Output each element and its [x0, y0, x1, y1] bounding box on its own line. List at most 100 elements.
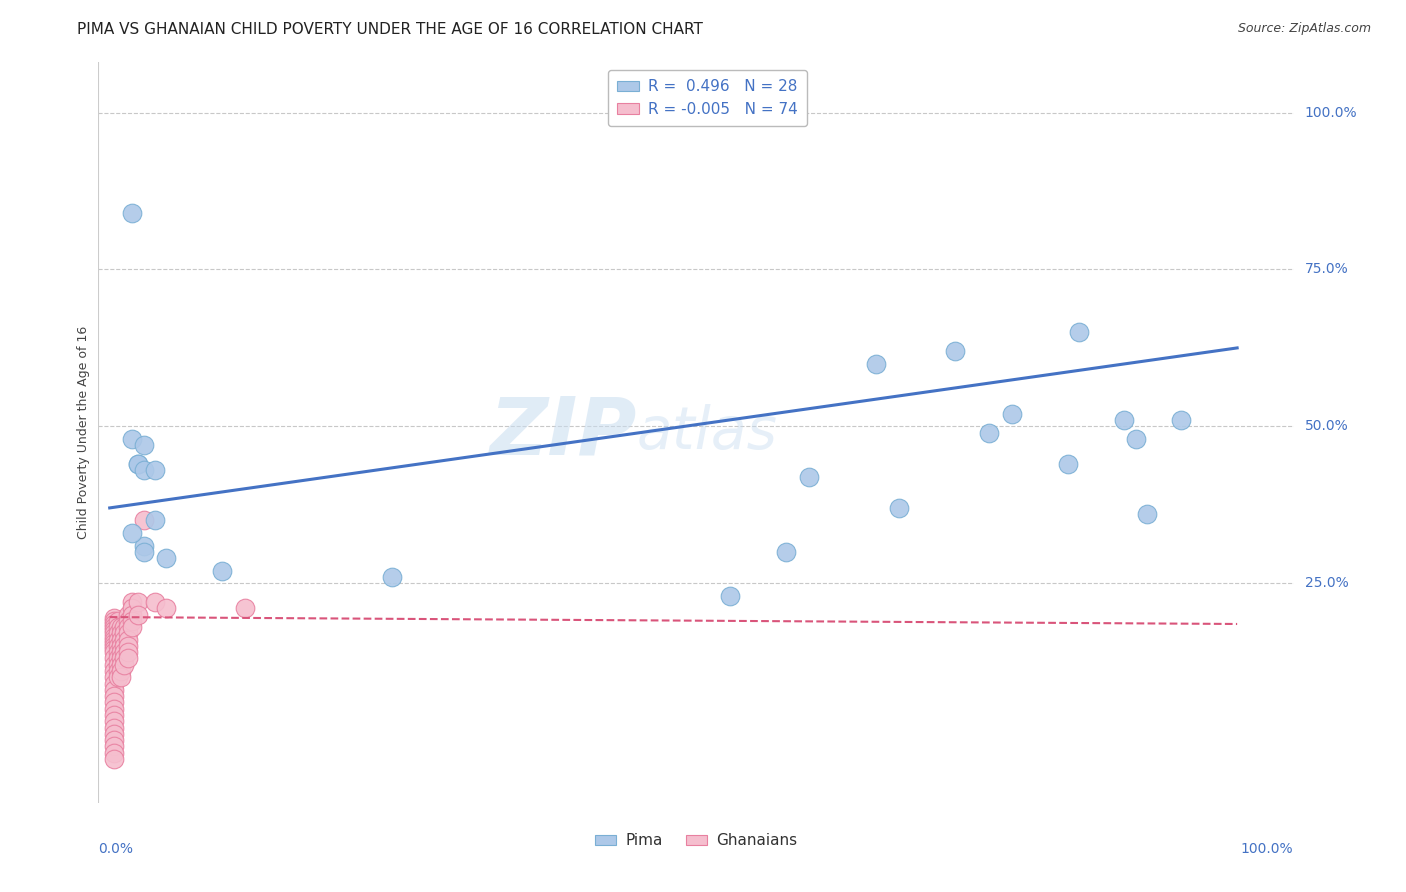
Point — [103, 617, 125, 632]
Point — [103, 624, 125, 638]
Point — [380, 570, 402, 584]
Point — [103, 708, 125, 723]
Point — [107, 645, 129, 659]
Y-axis label: Child Poverty Under the Age of 16: Child Poverty Under the Age of 16 — [77, 326, 90, 540]
Point — [103, 714, 125, 729]
Point — [132, 438, 155, 452]
Point — [127, 607, 149, 622]
Point — [103, 682, 125, 697]
Point — [775, 545, 797, 559]
Point — [121, 206, 143, 220]
Point — [103, 746, 125, 760]
Point — [103, 664, 125, 678]
Legend: Pima, Ghanaians: Pima, Ghanaians — [589, 827, 803, 855]
Text: 50.0%: 50.0% — [1305, 419, 1348, 434]
Point — [103, 733, 125, 747]
Point — [110, 657, 132, 672]
Point — [103, 630, 125, 644]
Point — [103, 689, 125, 703]
Point — [117, 620, 139, 634]
Point — [121, 601, 143, 615]
Point — [1125, 432, 1147, 446]
Point — [110, 670, 132, 684]
Point — [103, 614, 125, 628]
Text: PIMA VS GHANAIAN CHILD POVERTY UNDER THE AGE OF 16 CORRELATION CHART: PIMA VS GHANAIAN CHILD POVERTY UNDER THE… — [77, 22, 703, 37]
Point — [103, 721, 125, 735]
Point — [797, 469, 820, 483]
Text: ZIP: ZIP — [489, 393, 637, 472]
Point — [103, 695, 125, 709]
Point — [110, 632, 132, 647]
Point — [1057, 457, 1080, 471]
Text: atlas: atlas — [637, 404, 778, 461]
Point — [233, 601, 256, 615]
Point — [107, 626, 129, 640]
Point — [103, 727, 125, 741]
Point — [103, 626, 125, 640]
Text: Source: ZipAtlas.com: Source: ZipAtlas.com — [1237, 22, 1371, 36]
Point — [107, 670, 129, 684]
Point — [143, 595, 166, 609]
Point — [110, 626, 132, 640]
Point — [107, 614, 129, 628]
Point — [155, 601, 177, 615]
Point — [117, 632, 139, 647]
Point — [211, 564, 233, 578]
Point — [117, 614, 139, 628]
Point — [155, 551, 177, 566]
Point — [110, 639, 132, 653]
Point — [103, 636, 125, 650]
Point — [143, 513, 166, 527]
Point — [1170, 413, 1192, 427]
Point — [107, 639, 129, 653]
Point — [1001, 407, 1024, 421]
Point — [865, 357, 887, 371]
Point — [103, 620, 125, 634]
Point — [132, 545, 155, 559]
Point — [103, 701, 125, 715]
Point — [121, 607, 143, 622]
Point — [132, 539, 155, 553]
Point — [103, 676, 125, 690]
Point — [718, 589, 741, 603]
Text: 100.0%: 100.0% — [1241, 842, 1294, 855]
Point — [107, 664, 129, 678]
Point — [127, 457, 149, 471]
Point — [127, 595, 149, 609]
Point — [103, 657, 125, 672]
Point — [112, 657, 135, 672]
Point — [127, 457, 149, 471]
Point — [117, 645, 139, 659]
Point — [1114, 413, 1136, 427]
Point — [103, 645, 125, 659]
Point — [103, 739, 125, 754]
Point — [1136, 507, 1159, 521]
Point — [110, 645, 132, 659]
Point — [117, 651, 139, 665]
Point — [112, 626, 135, 640]
Point — [112, 639, 135, 653]
Point — [132, 463, 155, 477]
Point — [107, 651, 129, 665]
Point — [107, 657, 129, 672]
Point — [107, 620, 129, 634]
Point — [103, 752, 125, 766]
Point — [110, 620, 132, 634]
Point — [117, 607, 139, 622]
Point — [112, 620, 135, 634]
Point — [112, 651, 135, 665]
Text: 100.0%: 100.0% — [1305, 105, 1357, 120]
Text: 0.0%: 0.0% — [98, 842, 134, 855]
Point — [112, 645, 135, 659]
Point — [943, 344, 966, 359]
Point — [110, 664, 132, 678]
Point — [1069, 325, 1091, 339]
Point — [977, 425, 1000, 440]
Point — [103, 632, 125, 647]
Point — [121, 614, 143, 628]
Point — [121, 432, 143, 446]
Point — [887, 500, 910, 515]
Point — [132, 513, 155, 527]
Point — [103, 642, 125, 657]
Point — [103, 639, 125, 653]
